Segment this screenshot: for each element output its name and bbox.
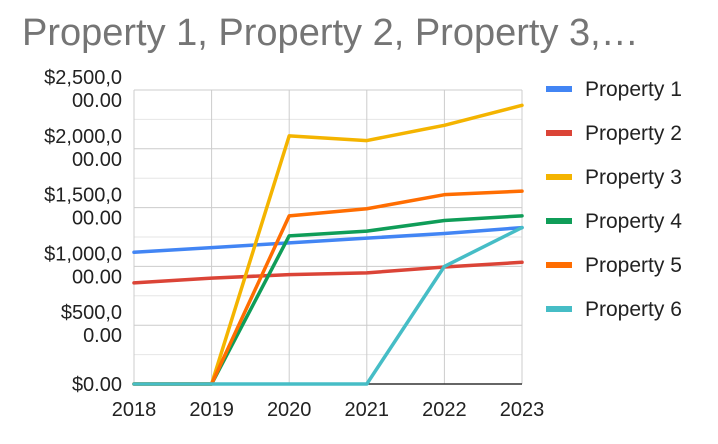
legend-swatch <box>546 262 572 268</box>
legend: Property 1 Property 2 Property 3 Property 4… <box>546 78 682 321</box>
y-axis-ticks: $2,500,0 00.00 $2,000,0 00.00 $1,500,0 00.00 $… <box>44 67 122 396</box>
chart-title: Property 1, Property 2, Property 3,… <box>22 12 639 54</box>
x-tick-label: 2021 <box>345 399 390 421</box>
y-tick-label: $1,000,0 00.00 <box>44 243 122 288</box>
series-lines <box>132 103 524 386</box>
legend-label: Property 4 <box>585 210 682 233</box>
legend-swatch <box>546 130 572 136</box>
legend-label: Property 3 <box>585 166 682 189</box>
legend-label: Property 5 <box>585 254 682 277</box>
legend-label: Property 2 <box>585 122 682 145</box>
x-tick-label: 2018 <box>112 399 157 421</box>
x-axis-ticks: 2018 2019 2020 2021 2022 2023 <box>112 399 545 421</box>
series-line-3 <box>132 103 524 386</box>
series-line-1 <box>132 225 524 255</box>
y-tick-label: $2,000,0 00.00 <box>44 126 122 171</box>
y-tick-label: $0.00 <box>72 374 122 396</box>
legend-label: Property 1 <box>585 78 682 101</box>
x-tick-label: 2019 <box>189 399 234 421</box>
series-line-2 <box>132 260 524 285</box>
legend-swatch <box>546 218 572 224</box>
series-line-6 <box>132 225 524 386</box>
grid <box>133 89 523 385</box>
x-tick-label: 2022 <box>422 399 467 421</box>
legend-label: Property 6 <box>585 298 682 321</box>
legend-swatch <box>546 306 572 312</box>
y-tick-label: $500,0 0.00 <box>61 302 122 347</box>
legend-swatch <box>546 174 572 180</box>
x-tick-label: 2023 <box>500 399 545 421</box>
y-tick-label: $1,500,0 00.00 <box>44 185 122 230</box>
legend-swatch <box>546 86 572 92</box>
x-tick-label: 2020 <box>267 399 312 421</box>
y-tick-label: $2,500,0 00.00 <box>44 67 122 112</box>
